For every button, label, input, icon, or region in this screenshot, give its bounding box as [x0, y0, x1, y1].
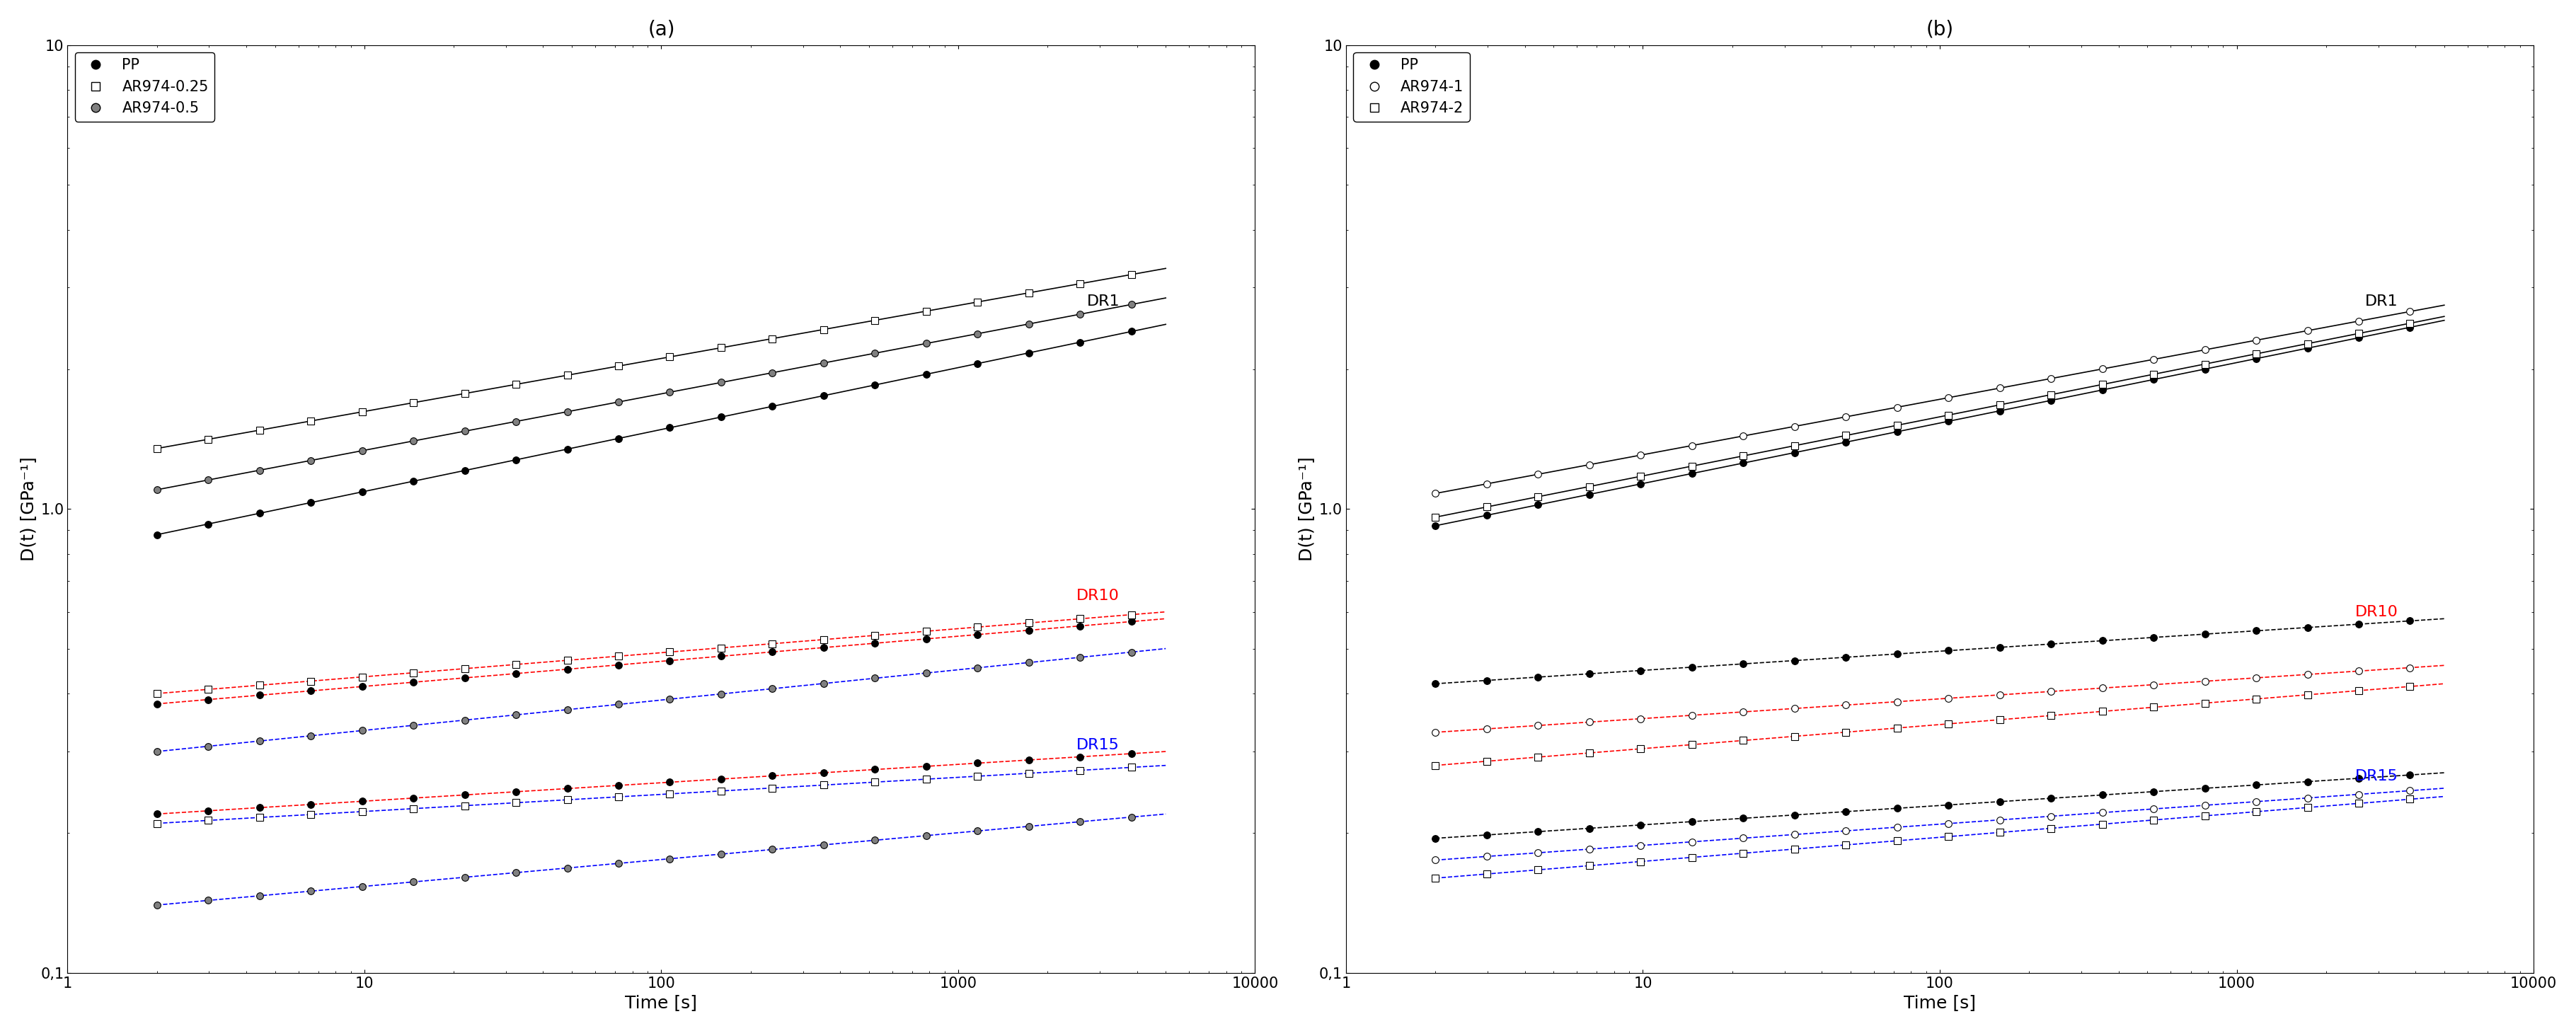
Text: DR10: DR10	[2354, 605, 2398, 619]
Title: (b): (b)	[1924, 20, 1953, 39]
X-axis label: Time [s]: Time [s]	[1904, 994, 1976, 1011]
Text: DR1: DR1	[2365, 295, 2398, 308]
Legend: PP, AR974-1, AR974-2: PP, AR974-1, AR974-2	[1352, 53, 1468, 122]
Legend: PP, AR974-0.25, AR974-0.5: PP, AR974-0.25, AR974-0.5	[75, 53, 214, 122]
Text: DR1: DR1	[1087, 295, 1121, 308]
Y-axis label: D(t) [GPa⁻¹]: D(t) [GPa⁻¹]	[21, 457, 36, 561]
Y-axis label: D(t) [GPa⁻¹]: D(t) [GPa⁻¹]	[1298, 457, 1314, 561]
Text: DR15: DR15	[1077, 738, 1121, 752]
Title: (a): (a)	[647, 20, 675, 39]
X-axis label: Time [s]: Time [s]	[626, 994, 698, 1011]
Text: DR15: DR15	[2354, 769, 2398, 784]
Text: DR10: DR10	[1077, 589, 1121, 603]
